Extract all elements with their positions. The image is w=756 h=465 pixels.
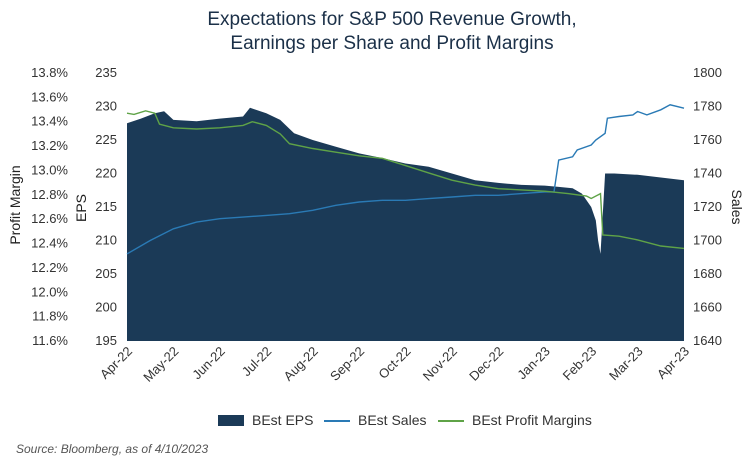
profit-margin-tick: 13.0% (31, 163, 68, 178)
sales-tick: 1660 (693, 300, 722, 315)
eps-tick: 195 (95, 333, 117, 348)
profit-margin-tick: 12.6% (31, 211, 68, 226)
x-tick: Nov-22 (420, 344, 460, 384)
eps-tick: 205 (95, 266, 117, 281)
sales-axis-title: Sales (729, 189, 745, 224)
eps-tick: 210 (95, 233, 117, 248)
x-axis: Apr-22 May-22 Jun-22 Jul-22 Aug-22 Sep-22 Oct-… (97, 344, 692, 385)
series-sales-line (126, 104, 685, 255)
eps-tick: 215 (95, 199, 117, 214)
x-tick: May-22 (140, 344, 181, 385)
profit-margin-tick: 12.2% (31, 260, 68, 275)
profit-margin-tick: 11.8% (32, 309, 68, 324)
legend-label-margins: BEst Profit Margins (472, 412, 592, 428)
x-tick: Jan-23 (514, 344, 553, 383)
eps-tick: 235 (95, 65, 117, 80)
x-tick: Aug-22 (281, 344, 321, 384)
x-tick: Jun-22 (189, 344, 228, 383)
legend-label-sales: BEst Sales (358, 412, 426, 428)
x-tick: Mar-23 (606, 344, 646, 384)
x-tick: Sep-22 (327, 344, 367, 384)
x-tick: Jul-22 (239, 344, 275, 380)
series-eps-area (127, 107, 684, 341)
plot-area (126, 104, 685, 341)
sales-axis: 1800 1780 1760 1740 1720 1700 1680 1660 1640 (693, 65, 722, 348)
eps-tick: 230 (95, 99, 117, 114)
sales-tick: 1740 (693, 166, 722, 181)
chart-title-line-1: Expectations for S&P 500 Revenue Growth, (207, 9, 576, 30)
series-profit-margin-line (126, 110, 685, 250)
eps-tick: 225 (95, 132, 117, 147)
x-tick: Dec-22 (466, 344, 506, 384)
x-tick: Apr-22 (97, 344, 135, 382)
profit-margin-tick: 13.2% (31, 138, 68, 153)
profit-margin-axis-title: Profit Margin (7, 165, 23, 244)
eps-axis: 235 230 225 220 215 210 205 200 195 (95, 65, 117, 348)
eps-axis-title: EPS (73, 194, 89, 222)
source-note: Source: Bloomberg, as of 4/10/2023 (16, 442, 208, 456)
profit-margin-tick: 12.0% (31, 284, 68, 299)
sales-tick: 1640 (693, 333, 722, 348)
profit-margin-tick: 11.6% (32, 333, 68, 348)
sales-tick: 1760 (693, 132, 722, 147)
profit-margin-axis: 13.8% 13.6% 13.4% 13.2% 13.0% 12.8% 12.6% 12.4%… (31, 65, 68, 348)
sales-tick: 1800 (693, 65, 722, 80)
profit-margin-tick: 13.4% (31, 114, 68, 129)
sales-tick: 1720 (693, 199, 722, 214)
profit-margin-tick: 12.4% (31, 236, 68, 251)
sales-tick: 1680 (693, 266, 722, 281)
legend-label-eps: BEst EPS (252, 412, 313, 428)
x-tick: Oct-22 (375, 344, 413, 382)
x-tick: Feb-23 (560, 344, 600, 384)
eps-tick: 200 (95, 300, 117, 315)
eps-tick: 220 (95, 166, 117, 181)
profit-margin-tick: 13.6% (31, 89, 68, 104)
chart-title-line-2: Earnings per Share and Profit Margins (230, 33, 553, 54)
sales-tick: 1780 (693, 99, 722, 114)
legend: BEst EPS BEst Sales BEst Profit Margins (218, 412, 592, 428)
profit-margin-tick: 13.8% (31, 65, 68, 80)
profit-margin-tick: 12.8% (31, 187, 68, 202)
legend-swatch-eps (218, 415, 244, 426)
x-tick: Apr-23 (654, 344, 692, 382)
sales-tick: 1700 (693, 233, 722, 248)
